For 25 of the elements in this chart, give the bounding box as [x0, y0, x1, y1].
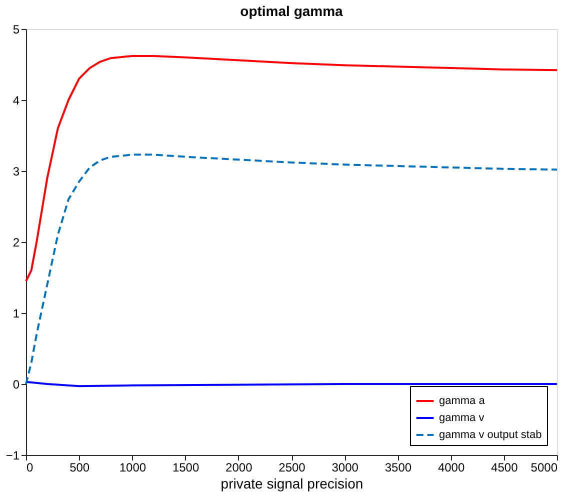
- y-tick-label: 1: [12, 306, 20, 320]
- y-tick-label: 5: [12, 22, 20, 36]
- x-tick-label: 5000: [530, 460, 558, 474]
- y-tick-label: 3: [12, 164, 20, 178]
- x-tick-label: 1000: [119, 460, 146, 474]
- line-series: [25, 154, 558, 385]
- y-tick-label: 4: [12, 94, 20, 108]
- x-tick-label: 2000: [226, 460, 253, 474]
- legend-label: gamma a: [439, 395, 486, 407]
- x-tick-label: 4500: [491, 460, 518, 474]
- legend-label: gamma v: [439, 412, 485, 424]
- y-tick-label: 0: [12, 378, 20, 392]
- x-tick-label: 2500: [278, 460, 306, 474]
- x-axis-title: private signal precision: [220, 476, 364, 492]
- y-tick-label: 2: [12, 236, 20, 250]
- x-tick-label: 4000: [438, 460, 465, 474]
- y-tick-label: −1: [6, 448, 20, 462]
- x-tick-label: 1500: [172, 460, 200, 474]
- x-tick-label: 0: [26, 460, 34, 474]
- chart-title: optimal gamma: [240, 3, 344, 19]
- x-tick-label: 3000: [332, 460, 359, 474]
- line-series: [25, 54, 558, 282]
- x-tick-label: 3500: [384, 460, 412, 474]
- x-tick-label: 500: [70, 460, 90, 474]
- legend-label: gamma v output stab: [439, 429, 542, 441]
